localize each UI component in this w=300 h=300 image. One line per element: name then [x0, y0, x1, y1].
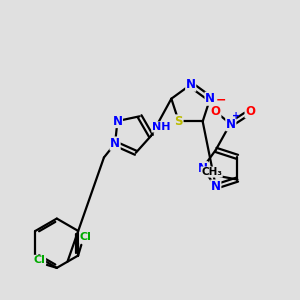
- Text: N: N: [197, 162, 208, 175]
- Text: Cl: Cl: [34, 255, 46, 266]
- Text: N: N: [110, 137, 120, 150]
- Text: N: N: [211, 180, 221, 193]
- Text: O: O: [245, 105, 255, 118]
- Text: N: N: [226, 118, 236, 131]
- Text: +: +: [232, 111, 240, 121]
- Text: −: −: [216, 94, 226, 107]
- Text: O: O: [211, 105, 221, 118]
- Text: N: N: [205, 92, 215, 105]
- Text: N: N: [186, 78, 196, 91]
- Text: NH: NH: [152, 122, 170, 132]
- Text: S: S: [175, 115, 183, 128]
- Text: Cl: Cl: [80, 232, 92, 242]
- Text: CH₃: CH₃: [201, 167, 222, 177]
- Text: N: N: [112, 115, 122, 128]
